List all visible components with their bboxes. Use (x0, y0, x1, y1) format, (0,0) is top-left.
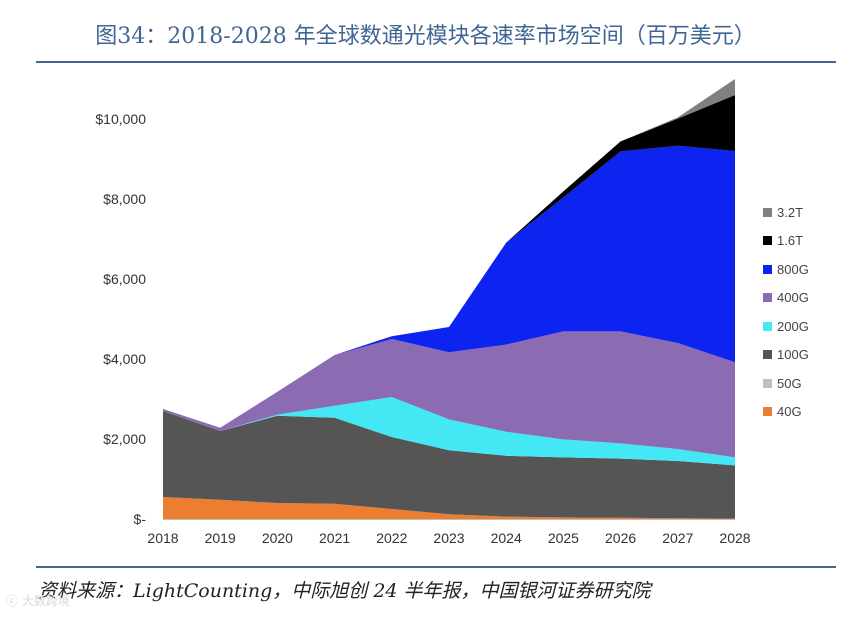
legend-swatch (763, 407, 772, 417)
legend-label: 100G (777, 347, 809, 363)
y-tick-label: $10,000 (95, 111, 146, 127)
legend-item: 200G (763, 312, 809, 341)
source-note: 资料来源：LightCounting，中际旭创 24 半年报，中国银河证券研究院 (38, 580, 651, 602)
chart-legend: 3.2T 1.6T 800G 400G 200G 100G 50G 40G (763, 198, 809, 426)
x-tick-label: 2027 (662, 530, 693, 546)
page-title: 图34：2018-2028 年全球数通光模块各速率市场空间（百万美元） (95, 24, 756, 49)
legend-label: 3.2T (777, 204, 804, 220)
area-40g (163, 497, 735, 519)
source-divider (36, 566, 836, 568)
legend-item: 400G (763, 284, 809, 313)
legend-label: 50G (777, 375, 802, 391)
x-tick-label: 2026 (605, 530, 636, 546)
legend-swatch (763, 293, 772, 303)
legend-swatch (763, 207, 772, 217)
legend-swatch (763, 378, 772, 388)
legend-item: 3.2T (763, 198, 809, 227)
x-tick-label: 2019 (205, 530, 236, 546)
x-tick-label: 2021 (319, 530, 350, 546)
x-tick-label: 2022 (376, 530, 407, 546)
legend-item: 1.6T (763, 227, 809, 256)
legend-label: 800G (777, 261, 809, 277)
y-tick-label: $2,000 (103, 431, 146, 447)
area-1-6t (163, 95, 735, 428)
stacked-area-chart: $- $2,000 $4,000 $6,000 $8,000 $10,000 2018 201… (95, 79, 751, 546)
x-tick-label: 2020 (262, 530, 293, 546)
y-tick-label: $- (134, 511, 147, 527)
x-tick-label: 2025 (548, 530, 579, 546)
x-tick-label: 2023 (433, 530, 464, 546)
legend-item: 100G (763, 341, 809, 370)
title-divider (36, 61, 836, 63)
y-tick-label: $4,000 (103, 351, 146, 367)
legend-item: 50G (763, 369, 809, 398)
legend-label: 1.6T (777, 233, 804, 249)
x-tick-label: 2024 (491, 530, 522, 546)
y-tick-label: $6,000 (103, 271, 146, 287)
legend-label: 200G (777, 318, 809, 334)
legend-swatch (763, 350, 772, 360)
legend-swatch (763, 321, 772, 331)
x-tick-label: 2018 (147, 530, 178, 546)
legend-item: 800G (763, 255, 809, 284)
y-tick-label: $8,000 (103, 191, 146, 207)
area-100g (163, 411, 735, 519)
legend-label: 400G (777, 290, 809, 306)
area-800g (163, 145, 735, 428)
x-tick-label: 2028 (719, 530, 750, 546)
legend-swatch (763, 264, 772, 274)
legend-swatch (763, 236, 772, 246)
area-200g (163, 397, 735, 466)
legend-item: 40G (763, 398, 809, 427)
watermark: ⓒ 大数跨境 (6, 594, 70, 608)
area-400g (163, 331, 735, 458)
legend-label: 40G (777, 404, 802, 420)
